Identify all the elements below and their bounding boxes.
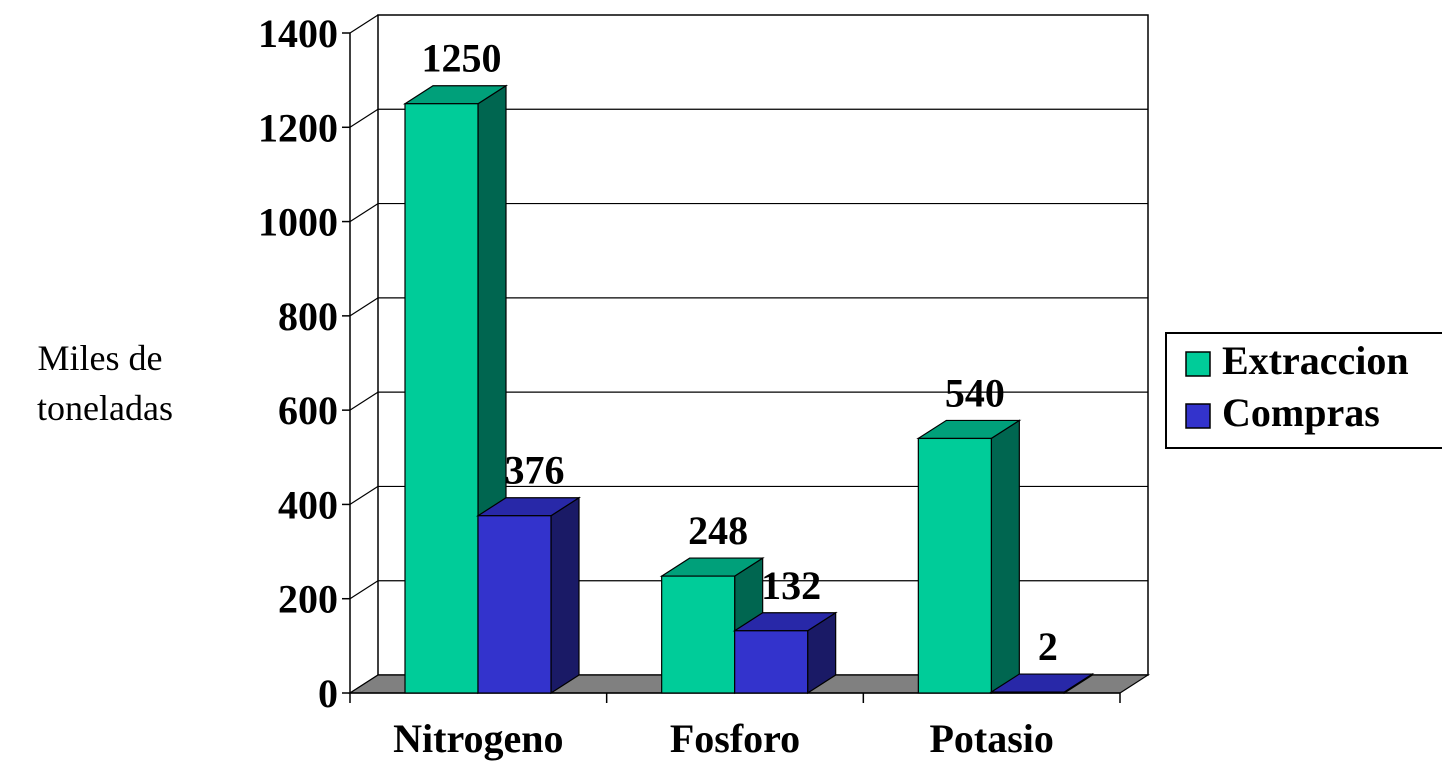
bar-front [917,437,992,694]
bar-extraccion-potasio [916,419,1022,695]
category-label-fosforo: Fosforo [670,716,800,761]
legend-swatch-extraccion [1185,351,1211,377]
y-axis-label-line-2: toneladas [37,388,173,428]
bar-compras-potasio [989,672,1095,695]
y-tick-labels: 0 200 400 600 800 1000 1200 1400 [258,11,338,716]
grid-diagonal-400 [349,485,379,505]
y-tick-label-600: 600 [278,388,338,433]
grid-diagonal-800 [349,297,379,317]
category-label-nitrogeno: Nitrogeno [393,716,563,761]
category-labels: Nitrogeno Fosforo Potasio [393,716,1054,761]
data-label-extraccion-fosforo: 248 [688,508,748,553]
bars [402,84,1095,695]
grid-diagonal-1400 [349,14,379,34]
data-label-compras-fosforo: 132 [761,563,821,608]
y-tick-label-1000: 1000 [258,200,338,245]
y-tick-label-400: 400 [278,482,338,527]
bar-front [661,575,736,694]
bar-compras-nitrogeno [475,496,582,695]
legend-label-extraccion: Extraccion [1222,338,1409,383]
data-label-extraccion-potasio: 540 [945,370,1005,415]
bar-side [550,496,580,695]
bar-side [990,419,1020,695]
bar-front [477,515,552,694]
grid-diagonal-600 [349,391,379,411]
legend-swatch-compras [1185,403,1211,429]
y-axis-label-line-1: Miles de [38,338,163,378]
data-label-extraccion-nitrogeno: 1250 [422,36,502,81]
category-label-potasio: Potasio [929,716,1053,761]
bar-compras-fosforo [732,611,838,695]
data-label-compras-potasio: 2 [1038,624,1058,669]
legend-label-compras: Compras [1222,390,1380,435]
grid-diagonal-1200 [349,108,379,128]
y-tick-label-1400: 1400 [258,11,338,56]
bar-front [990,691,1065,694]
grid-diagonal-1000 [349,203,379,223]
bar-front [404,103,479,694]
y-tick-label-200: 200 [278,577,338,622]
y-tick-label-1200: 1200 [258,105,338,150]
grid-diagonal-200 [349,580,379,600]
data-labels: 1250 376 248 132 540 2 [422,36,1058,669]
y-tick-label-800: 800 [278,294,338,339]
legend: Extraccion Compras [1165,332,1442,449]
y-tick-label-0: 0 [318,671,338,716]
legend-box [1165,332,1442,449]
data-label-compras-nitrogeno: 376 [505,448,565,493]
bar-front [734,630,809,694]
